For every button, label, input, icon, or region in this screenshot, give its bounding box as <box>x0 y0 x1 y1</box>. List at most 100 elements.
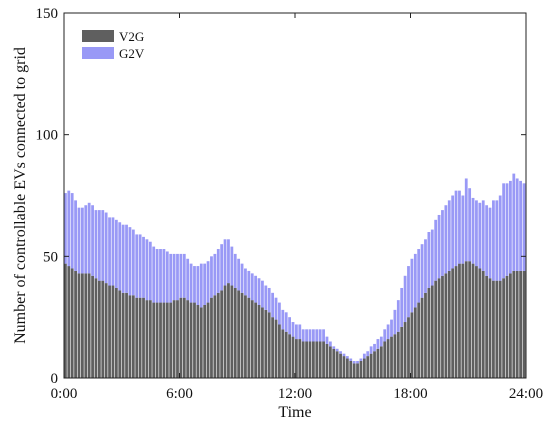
bar-g2v <box>152 246 156 303</box>
bar-v2g <box>274 319 278 378</box>
bar-g2v <box>339 351 342 354</box>
bar-g2v <box>495 200 499 281</box>
bar-g2v <box>87 202 91 274</box>
bar-g2v <box>230 246 234 286</box>
bar-g2v <box>522 183 526 271</box>
bar-g2v <box>128 227 132 296</box>
bar-v2g <box>335 351 339 378</box>
bar-v2g <box>67 266 71 378</box>
bar-v2g <box>199 307 203 378</box>
bar-g2v <box>254 275 258 303</box>
bar-g2v <box>519 180 522 271</box>
bar-v2g <box>396 331 400 378</box>
bar-v2g <box>74 270 77 378</box>
bar-g2v <box>502 183 506 279</box>
bar-v2g <box>223 285 227 378</box>
bar-v2g <box>213 295 217 378</box>
bar-g2v <box>417 249 421 303</box>
bar-g2v <box>179 253 183 298</box>
bar-g2v <box>97 210 101 281</box>
bar-v2g <box>512 270 516 378</box>
bar-v2g <box>87 273 91 378</box>
bar-g2v <box>373 343 376 352</box>
bar-v2g <box>165 302 169 378</box>
bar-g2v <box>458 190 461 264</box>
bar-g2v <box>366 351 370 357</box>
bar-v2g <box>468 261 472 378</box>
bar-g2v <box>182 253 186 298</box>
bar-g2v <box>509 180 512 274</box>
bar-v2g <box>206 302 210 378</box>
bar-g2v <box>162 249 166 303</box>
bar-g2v <box>64 193 67 264</box>
x-tick-label: 18:00 <box>393 386 427 402</box>
x-axis-title: Time <box>278 404 311 421</box>
bar-v2g <box>345 358 349 378</box>
bar-g2v <box>475 200 478 267</box>
bar-v2g <box>111 285 115 378</box>
bar-v2g <box>481 270 485 378</box>
bar-v2g <box>342 356 346 378</box>
bar-v2g <box>305 341 308 378</box>
bar-g2v <box>220 244 224 291</box>
bar-g2v <box>471 197 475 264</box>
bar-v2g <box>359 360 363 378</box>
bar-v2g <box>267 312 271 378</box>
bar-g2v <box>131 229 135 296</box>
bar-g2v <box>284 312 288 332</box>
bar-v2g <box>478 268 482 378</box>
bar-g2v <box>216 249 220 293</box>
bar-g2v <box>148 241 152 301</box>
bar-g2v <box>244 268 247 296</box>
bar-v2g <box>155 302 159 378</box>
legend-swatch-g2v <box>82 47 114 59</box>
bar-v2g <box>101 280 105 378</box>
bar-v2g <box>413 307 417 378</box>
bar-v2g <box>237 290 241 378</box>
bar-v2g <box>125 292 128 378</box>
bar-v2g <box>196 305 200 378</box>
bar-v2g <box>461 263 465 378</box>
bar-g2v <box>403 275 407 323</box>
bar-v2g <box>135 297 139 378</box>
bar-v2g <box>369 353 373 378</box>
bar-v2g <box>298 339 302 378</box>
bar-v2g <box>420 297 424 378</box>
bar-v2g <box>356 363 359 378</box>
bar-v2g <box>288 334 291 378</box>
bar-v2g <box>488 278 492 378</box>
bar-g2v <box>138 234 142 298</box>
bar-v2g <box>264 309 268 378</box>
bar-v2g <box>447 270 451 378</box>
legend-label-g2v: G2V <box>119 46 145 61</box>
bar-v2g <box>352 363 356 378</box>
bar-g2v <box>393 309 397 335</box>
y-axis-title: Number of controllable EVs connected to … <box>12 47 29 344</box>
bar-g2v <box>199 263 203 308</box>
bar-v2g <box>189 302 193 378</box>
bar-v2g <box>417 302 421 378</box>
bar-v2g <box>91 275 94 378</box>
bar-g2v <box>271 292 275 318</box>
bar-v2g <box>437 278 441 378</box>
bar-v2g <box>454 266 458 378</box>
bar-g2v <box>240 263 244 293</box>
bar-v2g <box>108 285 111 378</box>
bar-v2g <box>386 339 390 378</box>
bar-v2g <box>492 280 495 378</box>
bar-g2v <box>444 205 448 274</box>
x-tick-label: 12:00 <box>278 386 312 402</box>
bar-v2g <box>301 341 305 378</box>
bars-layer <box>64 173 526 378</box>
bar-v2g <box>254 302 258 378</box>
bar-g2v <box>94 210 98 279</box>
bar-v2g <box>495 280 499 378</box>
bar-v2g <box>376 348 380 378</box>
bar-g2v <box>447 200 451 271</box>
bar-g2v <box>247 270 251 298</box>
bar-g2v <box>328 341 332 347</box>
bar-v2g <box>233 287 237 378</box>
bar-v2g <box>434 280 438 378</box>
bar-g2v <box>318 329 322 342</box>
bar-v2g <box>427 287 431 378</box>
